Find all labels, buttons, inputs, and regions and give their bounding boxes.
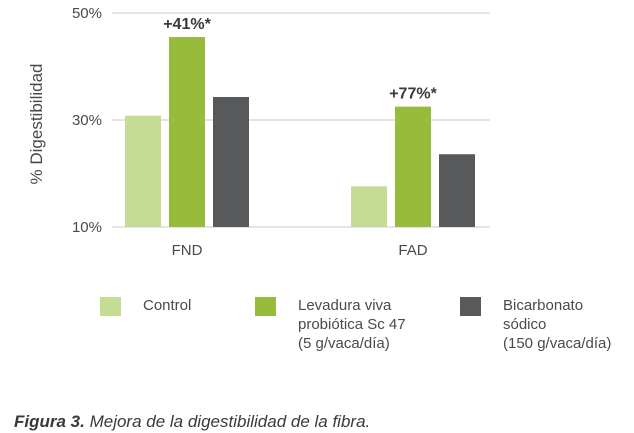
legend-item-control: Control (100, 296, 191, 316)
legend-item-bicarbonato: Bicarbonato sódico (150 g/vaca/día) (460, 296, 611, 353)
legend-label-line: probiótica Sc 47 (298, 316, 406, 333)
y-tick-label: 30% (72, 112, 102, 129)
legend-swatch (255, 297, 276, 316)
bar-fad-series-2 (439, 154, 475, 227)
caption-label: Figura 3. (14, 412, 85, 431)
annotation-label: +41%* (163, 16, 211, 33)
caption-text: Mejora de la digestibilidad de la fibra. (84, 412, 371, 431)
legend-label: Control (143, 297, 192, 314)
legend: Control Levadura viva probiótica Sc 47 (… (0, 296, 634, 366)
legend-swatch (100, 297, 121, 316)
bar-fnd-series-0 (125, 115, 161, 227)
legend-label-line: Levadura viva (298, 297, 392, 314)
y-tick-label: 10% (72, 219, 102, 236)
bar-fad-series-1 (395, 106, 431, 227)
y-axis-ticks: 10% 30% 50% (72, 5, 102, 236)
annotation-label: +77%* (389, 86, 437, 103)
legend-label-line: sódico (503, 316, 547, 333)
y-tick-label: 50% (72, 5, 102, 22)
legend-label-line: (150 g/vaca/día) (503, 335, 612, 352)
bar-chart: 10%30%50% % Digestibilidad FND FAD +41%*+… (27, 5, 490, 259)
x-tick-label: FAD (398, 242, 427, 259)
x-axis-ticks: FND FAD (172, 242, 428, 259)
bar-fad-series-0 (351, 186, 387, 227)
bar-fnd-series-2 (213, 96, 249, 228)
y-axis-label: % Digestibilidad (27, 64, 46, 185)
annotations: +41%* +77%* (163, 16, 437, 103)
legend-label-line: Bicarbonato (503, 297, 584, 314)
gridlines (112, 12, 490, 228)
legend-label-line: (5 g/vaca/día) (298, 335, 390, 352)
legend-swatch (460, 297, 481, 316)
figure-caption: Figura 3. Mejora de la digestibilidad de… (14, 412, 370, 432)
bar-fnd-series-1 (169, 37, 205, 228)
legend-item-levadura: Levadura viva probiótica Sc 47 (5 g/vaca… (255, 296, 406, 353)
bars (125, 37, 475, 228)
x-tick-label: FND (172, 242, 203, 259)
